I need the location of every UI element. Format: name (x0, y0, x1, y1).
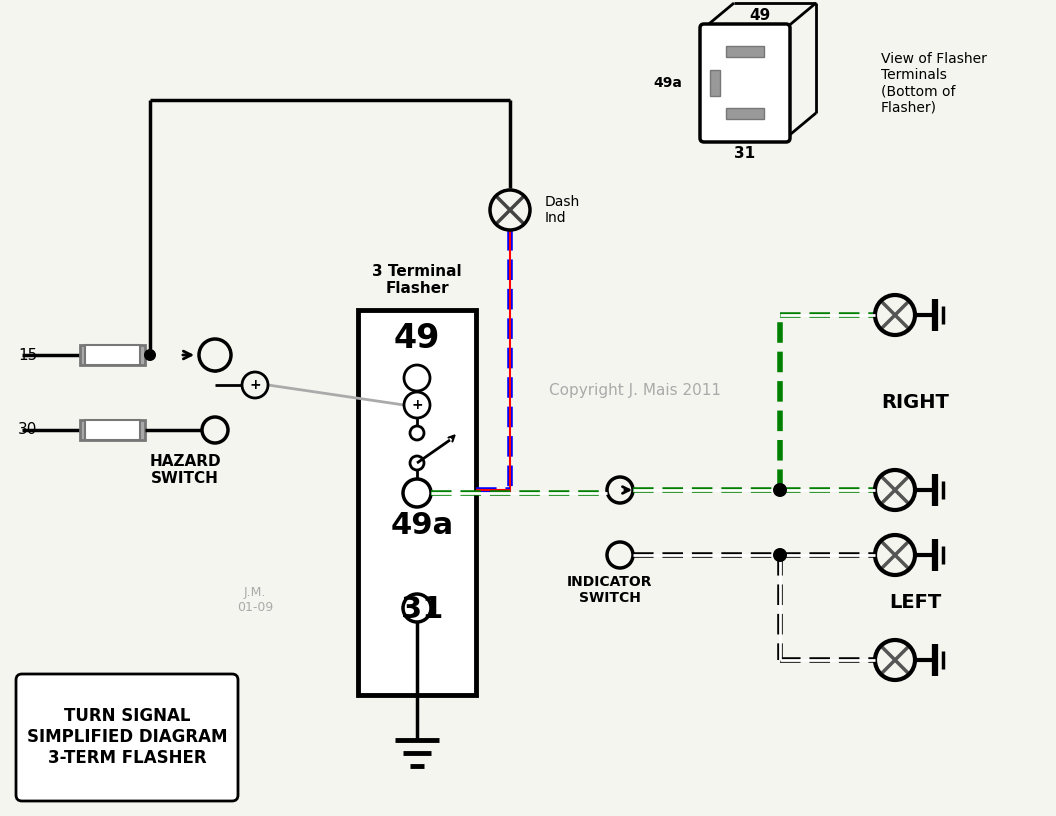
Bar (727, 108, 763, 119)
Text: RIGHT: RIGHT (881, 392, 949, 411)
Text: Dash
Ind: Dash Ind (545, 195, 580, 225)
Circle shape (773, 483, 787, 497)
Text: 31: 31 (401, 596, 444, 624)
Bar (84, 345, 140, 365)
Text: 49a: 49a (653, 76, 682, 90)
Text: 31: 31 (734, 147, 755, 162)
Text: 15: 15 (18, 348, 37, 362)
Circle shape (773, 548, 787, 562)
Text: View of Flasher
Terminals
(Bottom of
Flasher): View of Flasher Terminals (Bottom of Fla… (881, 51, 987, 114)
Text: 49: 49 (394, 322, 440, 354)
Text: +: + (249, 378, 261, 392)
Text: 49: 49 (750, 7, 771, 23)
Text: 49a: 49a (391, 511, 454, 539)
Text: 30: 30 (18, 423, 37, 437)
Text: TURN SIGNAL
SIMPLIFIED DIAGRAM
3-TERM FLASHER: TURN SIGNAL SIMPLIFIED DIAGRAM 3-TERM FL… (26, 707, 227, 767)
Bar (80, 420, 145, 440)
Bar (727, 46, 763, 57)
Text: INDICATOR
SWITCH: INDICATOR SWITCH (567, 575, 653, 605)
Text: J.M.
01-09: J.M. 01-09 (237, 586, 274, 614)
Text: +: + (411, 398, 422, 412)
Text: 3 Terminal
Flasher: 3 Terminal Flasher (372, 264, 461, 296)
Text: Copyright J. Mais 2011: Copyright J. Mais 2011 (549, 383, 721, 397)
Circle shape (144, 349, 156, 361)
Bar (358, 310, 476, 695)
FancyBboxPatch shape (16, 674, 238, 801)
Bar (84, 420, 140, 440)
Text: LEFT: LEFT (889, 592, 941, 611)
Bar (710, 70, 720, 96)
Text: HAZARD
SWITCH: HAZARD SWITCH (149, 454, 221, 486)
FancyBboxPatch shape (700, 24, 790, 142)
Bar (80, 345, 145, 365)
